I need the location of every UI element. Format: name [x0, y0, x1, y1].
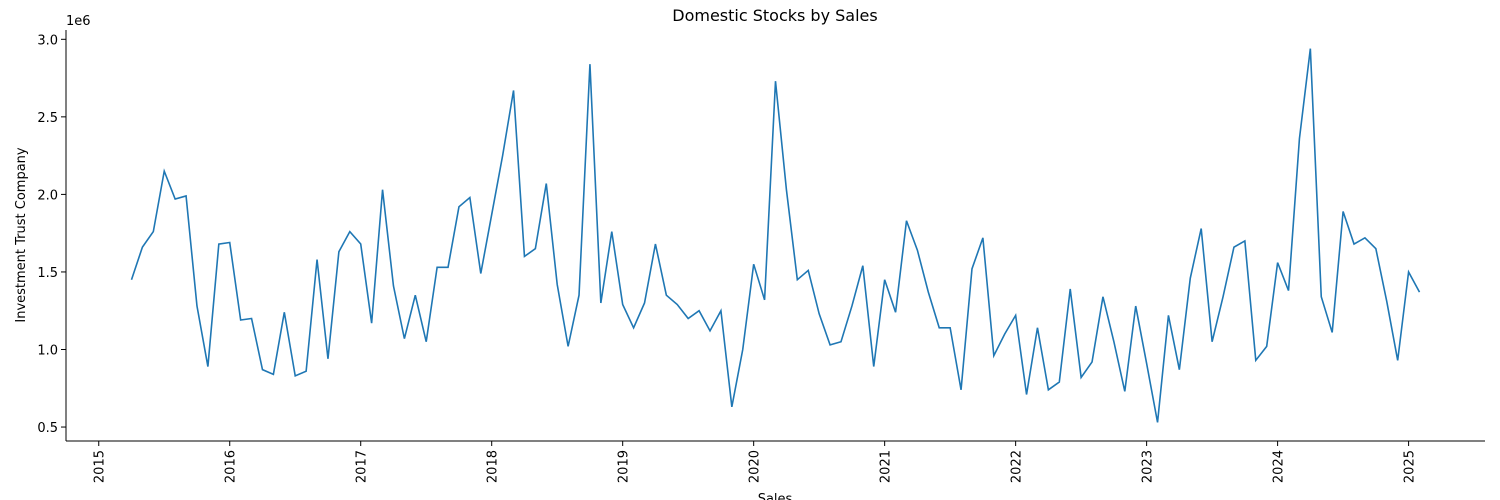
x-tick-label: 2021 [879, 450, 894, 483]
y-tick-label: 2.0 [37, 188, 58, 203]
x-axis-label: Sales [758, 492, 793, 500]
y-axis-label: Investment Trust Company [14, 147, 29, 323]
x-tick-label: 2018 [486, 450, 501, 483]
x-tick-label: 2019 [617, 450, 632, 483]
x-tick-label: 2017 [355, 450, 370, 483]
x-tick-label: 2016 [224, 450, 239, 483]
y-tick-label: 3.0 [37, 33, 58, 48]
chart-title: Domestic Stocks by Sales [672, 6, 877, 25]
x-tick-label: 2022 [1010, 450, 1025, 483]
line [130, 48, 1421, 423]
x-tick-label: 2015 [93, 450, 108, 483]
y-tick-label: 2.5 [37, 111, 58, 126]
x-tick-label: 2025 [1403, 450, 1418, 483]
y-tick-label: 1.0 [37, 343, 58, 358]
y-tick-label: 1.5 [37, 266, 58, 281]
y-tick-label: 0.5 [37, 421, 58, 436]
y-offset-label: 1e6 [66, 14, 91, 29]
x-tick-label: 2023 [1141, 450, 1156, 483]
x-tick-label: 2020 [748, 450, 763, 483]
x-tick-label: 2024 [1272, 450, 1287, 483]
